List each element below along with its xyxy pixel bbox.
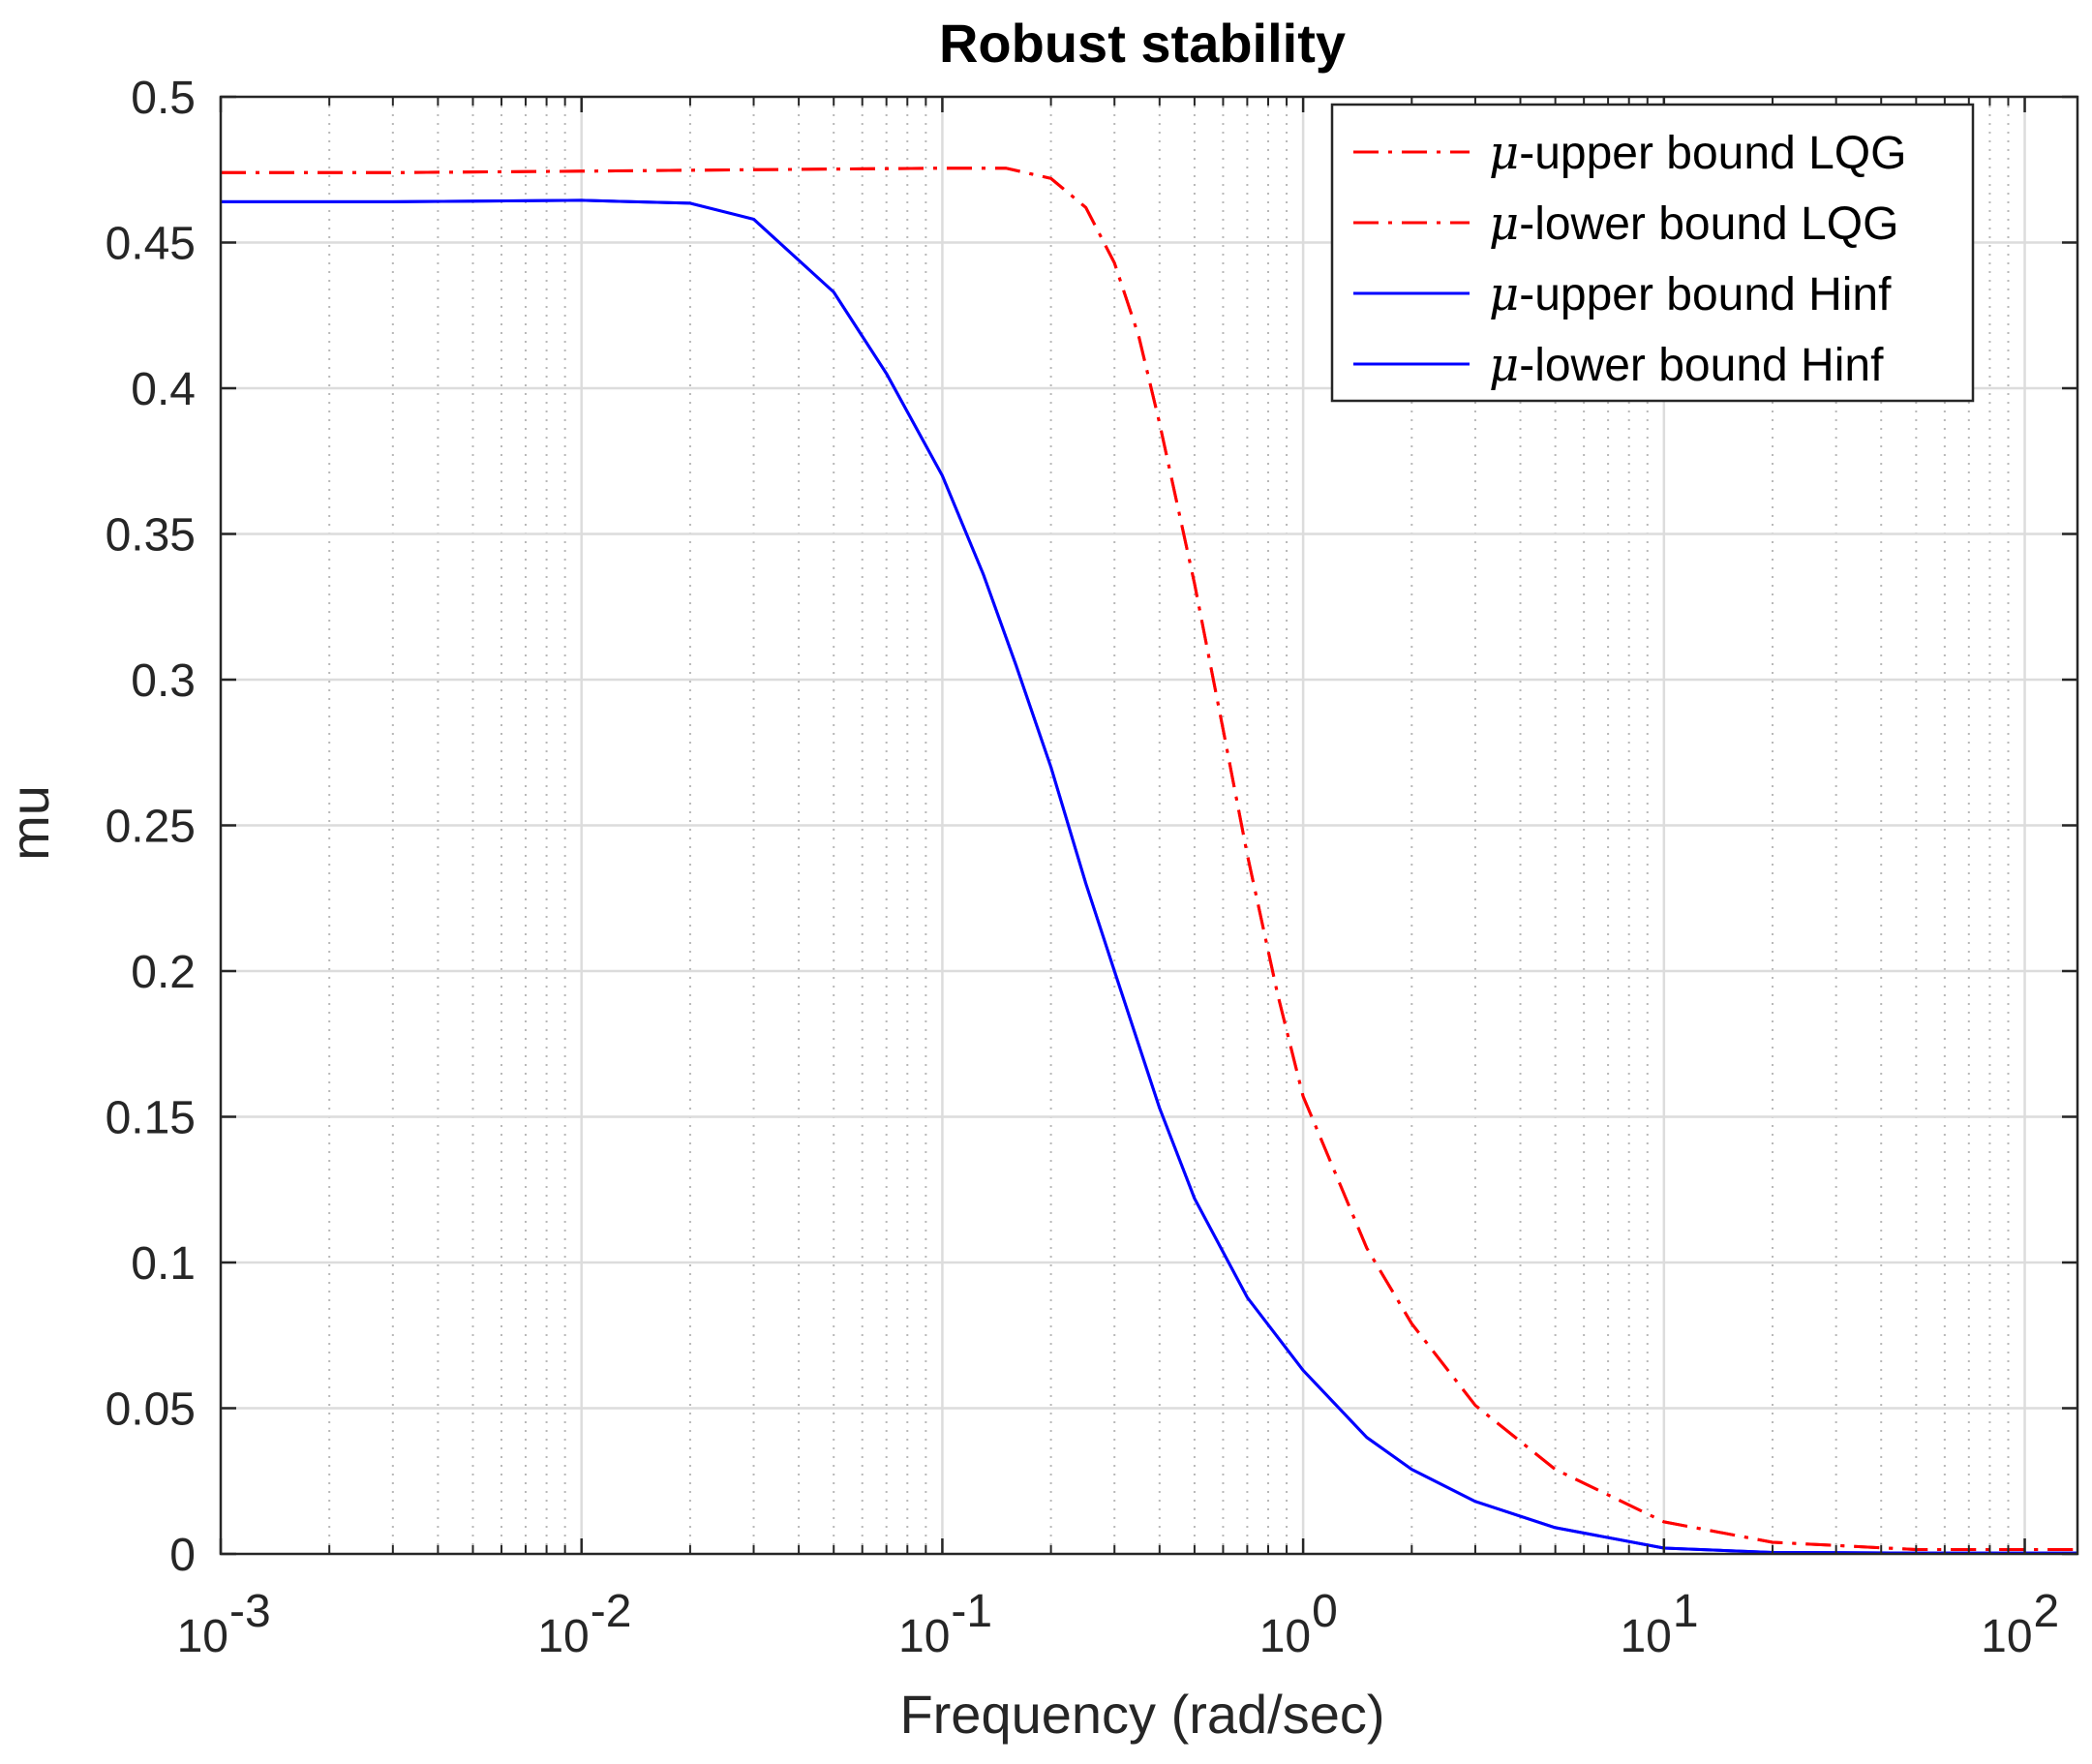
y-tick-label: 0.05	[106, 1384, 196, 1436]
legend-entry-2: μ-lower bound LQG	[1353, 197, 1898, 251]
series-lines	[221, 167, 2077, 1555]
legend-entry-1: μ-upper bound LQG	[1353, 126, 1906, 180]
y-tick-label: 0.25	[106, 802, 196, 853]
y-tick-label: 0.45	[106, 219, 196, 270]
chart-title: Robust stability	[939, 13, 1346, 74]
x-tick-base: 10	[1620, 1611, 1671, 1662]
legend-label: μ-lower bound Hinf	[1489, 338, 1884, 392]
y-tick-label: 0.3	[131, 655, 196, 707]
mu-symbol: μ	[1489, 338, 1519, 392]
x-tick-exponent: 2	[2034, 1586, 2060, 1637]
x-tick-exponent: -2	[591, 1586, 632, 1637]
legend-entry-3: μ-upper bound Hinf	[1353, 267, 1892, 321]
legend-label: μ-lower bound LQG	[1489, 197, 1898, 251]
x-tick-exponent: 1	[1673, 1586, 1699, 1637]
legend-label-text: -lower bound LQG	[1519, 198, 1898, 250]
x-axis-label: Frequency (rad/sec)	[899, 1684, 1384, 1745]
x-tick-label: 10 0	[1259, 1586, 1338, 1662]
tick-marks	[219, 95, 2077, 1556]
x-tick-base: 10	[537, 1611, 589, 1662]
x-tick-base: 10	[177, 1611, 228, 1662]
y-tick-label: 0.5	[131, 73, 196, 124]
x-tick-base: 10	[1981, 1611, 2032, 1662]
y-tick-label: 0.15	[106, 1093, 196, 1144]
legend-label-text: -upper bound LQG	[1519, 128, 1906, 179]
x-tick-label: 10 -1	[898, 1586, 992, 1662]
x-tick-exponent: -1	[951, 1586, 992, 1637]
y-tick-label: 0.1	[131, 1238, 196, 1290]
x-tick-label: 10 1	[1620, 1586, 1698, 1662]
legend-label: μ-upper bound Hinf	[1489, 267, 1892, 321]
mu-symbol: μ	[1489, 267, 1519, 321]
y-tick-labels: 0 0.05 0.1 0.15 0.2 0.25 0.3 0.35 0.4 0.45 0.5	[106, 73, 196, 1581]
mu-symbol: μ	[1489, 126, 1519, 180]
y-tick-label: 0.35	[106, 510, 196, 562]
x-tick-base: 10	[898, 1611, 950, 1662]
x-tick-base: 10	[1259, 1611, 1311, 1662]
y-tick-label: 0	[169, 1530, 196, 1581]
mu-symbol: μ	[1489, 197, 1519, 251]
y-tick-label: 0.4	[131, 364, 196, 415]
legend-box	[1330, 103, 1975, 403]
legend-label: μ-upper bound LQG	[1489, 126, 1906, 180]
y-tick-label: 0.2	[131, 947, 196, 998]
series-line-4	[221, 198, 2077, 1555]
x-tick-label: 10 2	[1981, 1586, 2059, 1662]
series-line-2	[221, 167, 2077, 1551]
legend-label-text: -upper bound Hinf	[1519, 269, 1892, 320]
x-tick-label: 10 -2	[537, 1586, 631, 1662]
x-tick-label: 10 -3	[177, 1586, 271, 1662]
x-tick-exponent: -3	[229, 1586, 271, 1637]
grid-lines	[221, 97, 2077, 1554]
x-tick-labels: 10 -3 10 -2 10 -1 10 0 10 1 10 2	[177, 1586, 2060, 1662]
x-tick-exponent: 0	[1312, 1586, 1338, 1637]
legend-entry-4: μ-lower bound Hinf	[1353, 338, 1884, 392]
legend-label-text: -lower bound Hinf	[1519, 340, 1884, 391]
y-axis-label: mu	[0, 785, 60, 861]
